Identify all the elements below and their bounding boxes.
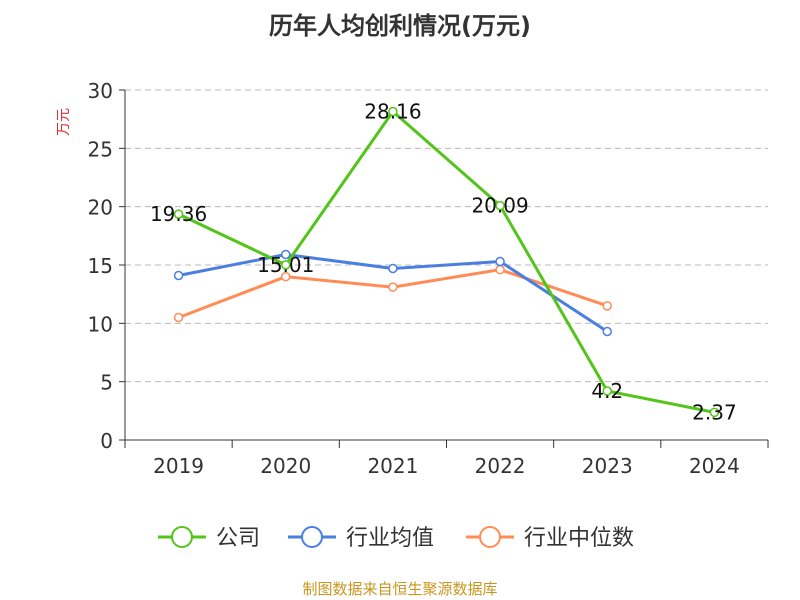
data-label: 19.36	[150, 202, 207, 226]
data-point	[388, 106, 398, 117]
y-tick-label: 10	[88, 312, 113, 336]
x-tick-label: 2023	[582, 454, 633, 478]
data-point	[495, 256, 505, 267]
x-tick-label: 2022	[475, 454, 526, 478]
data-point	[495, 200, 505, 211]
legend-label: 公司	[216, 526, 260, 551]
data-point	[709, 407, 720, 418]
legend-marker	[171, 526, 193, 548]
data-point	[388, 263, 398, 274]
source-footer: 制图数据来自恒生聚源数据库	[302, 580, 497, 598]
y-tick-label: 20	[88, 196, 113, 220]
data-point	[281, 260, 291, 270]
data-point	[173, 270, 184, 281]
y-tick-label: 0	[100, 429, 113, 453]
legend-label: 行业中位数	[524, 526, 634, 551]
x-tick-label: 2020	[260, 454, 311, 478]
data-label: 4.2	[591, 379, 623, 403]
legend-item[interactable]: 行业均值	[288, 526, 434, 551]
x-tick-label: 2019	[153, 454, 204, 478]
legend-item[interactable]: 公司	[158, 526, 260, 551]
x-tick-label: 2021	[367, 454, 418, 478]
data-point	[602, 301, 612, 311]
y-axis-label: 万元	[56, 108, 72, 136]
data-point	[281, 271, 291, 282]
data-label: 20.09	[471, 194, 528, 218]
chart-title: 历年人均创利情况(万元)	[269, 12, 531, 40]
data-point	[388, 282, 398, 292]
data-label: 28.16	[364, 99, 421, 123]
legend-marker	[479, 526, 501, 548]
data-point	[281, 249, 291, 260]
legend-marker	[301, 526, 323, 548]
data-point	[495, 264, 505, 275]
legend-item[interactable]: 行业中位数	[466, 526, 634, 551]
data-point	[602, 326, 612, 337]
data-point	[602, 386, 612, 396]
x-tick-label: 2024	[689, 454, 740, 478]
legend-label: 行业均值	[346, 526, 434, 551]
data-label: 2.37	[692, 400, 737, 424]
data-point	[173, 312, 184, 323]
y-tick-label: 15	[88, 254, 113, 278]
data-label: 15.01	[257, 253, 314, 277]
y-tick-label: 25	[88, 137, 113, 161]
y-tick-label: 5	[100, 371, 113, 395]
data-point	[173, 209, 184, 219]
y-tick-label: 30	[88, 79, 113, 103]
series-line	[177, 109, 715, 414]
